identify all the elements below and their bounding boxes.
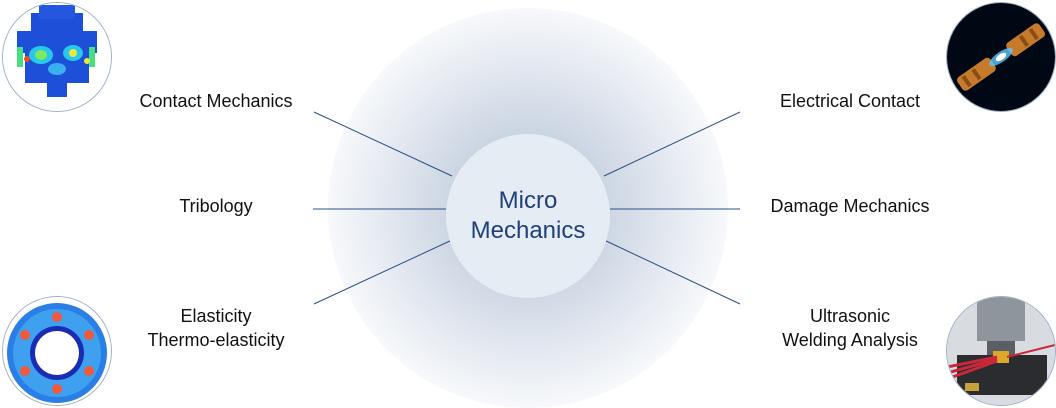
elasticity-image (2, 296, 112, 406)
electrical-contact-image (946, 2, 1056, 112)
connector-ultrasonic (603, 239, 741, 305)
label-ultrasonic-welding: Ultrasonic Welding Analysis (770, 304, 930, 352)
ultrasonic-welding-image (946, 296, 1056, 406)
label-contact-mechanics: Contact Mechanics (134, 89, 298, 113)
electrical-contact-text: Electrical Contact (779, 91, 921, 111)
damage-mechanics-text: Damage Mechanics (770, 196, 930, 216)
connector-elasticity (313, 239, 453, 305)
center-title-line2: Mechanics (470, 217, 586, 244)
label-tribology: Tribology (136, 194, 296, 218)
label-electrical-contact: Electrical Contact (768, 89, 932, 113)
label-damage-mechanics: Damage Mechanics (762, 194, 938, 218)
connector-contact-mechanics (313, 111, 453, 177)
center-title-line1: Micro (498, 187, 558, 214)
elasticity-text: Elasticity (180, 306, 252, 326)
welding-analysis-text: Welding Analysis (782, 330, 918, 350)
tribology-text: Tribology (179, 196, 253, 216)
thermo-elasticity-text: Thermo-elasticity (147, 330, 285, 350)
contact-mechanics-text: Contact Mechanics (139, 91, 293, 111)
label-elasticity: Elasticity Thermo-elasticity (130, 304, 302, 352)
connector-electrical-contact (603, 111, 741, 177)
ultrasonic-text: Ultrasonic (809, 306, 891, 326)
contact-mechanics-image (2, 2, 112, 112)
center-node: Micro Mechanics (446, 134, 610, 298)
